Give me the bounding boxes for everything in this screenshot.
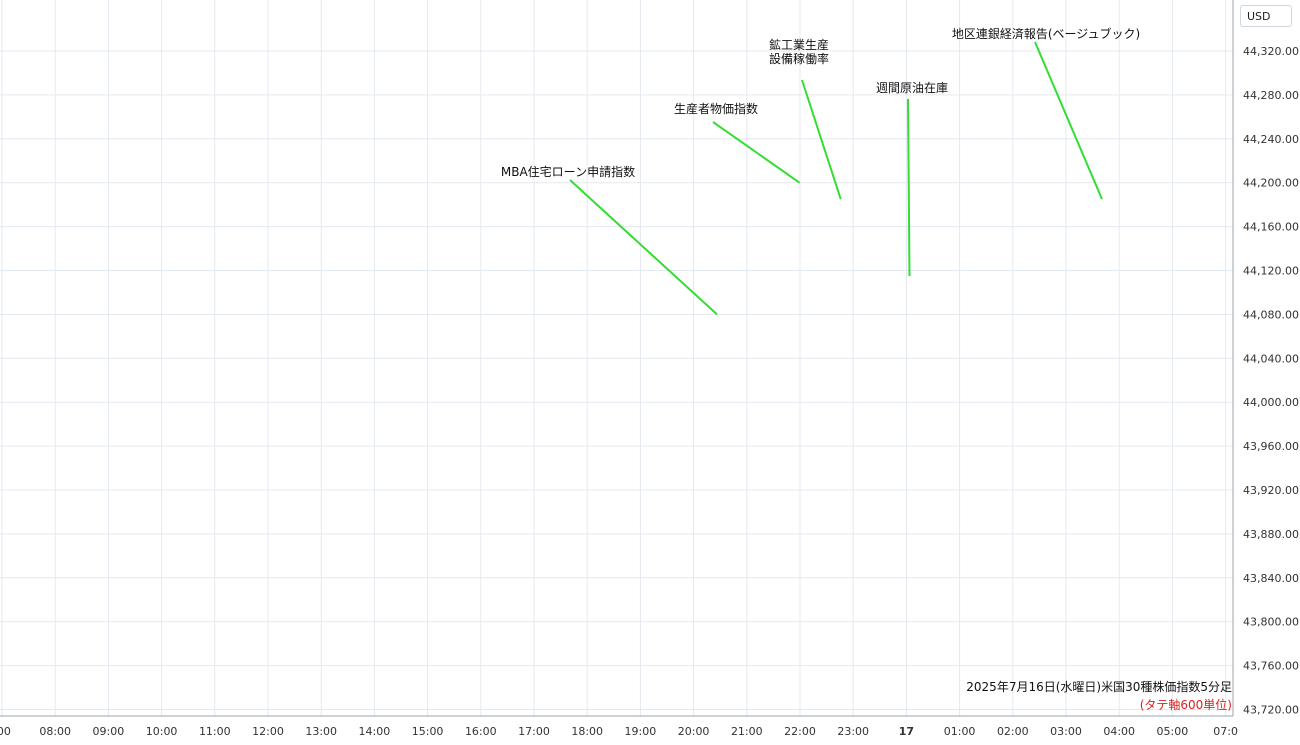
x-tick-label: 03:00 — [1050, 725, 1082, 738]
y-tick-label: 44,240.00 — [1243, 133, 1299, 146]
x-tick-label: 05:00 — [1157, 725, 1189, 738]
x-tick-label: 19:00 — [625, 725, 657, 738]
chart-caption: 2025年7月16日(水曜日)米国30種株価指数5分足 — [966, 680, 1232, 694]
x-tick-label: 15:00 — [412, 725, 444, 738]
x-tick-label: :00 — [0, 725, 11, 738]
annotation-line — [907, 98, 911, 276]
y-tick-label: 43,960.00 — [1243, 440, 1299, 453]
x-tick-label: 20:00 — [678, 725, 710, 738]
y-tick-label: 43,880.00 — [1243, 528, 1299, 541]
x-tick-label: 13:00 — [305, 725, 337, 738]
x-tick-label: 21:00 — [731, 725, 763, 738]
x-tick-label: 17:00 — [518, 725, 550, 738]
x-tick-label: 17 — [899, 725, 914, 738]
axis-unit-note: (タテ軸600単位) — [1139, 698, 1232, 712]
x-tick-label: 16:00 — [465, 725, 497, 738]
x-tick-label: 11:00 — [199, 725, 231, 738]
annotation-line — [1034, 41, 1103, 200]
x-tick-label: 04:00 — [1103, 725, 1135, 738]
annotation-label: 生産者物価指数 — [674, 101, 758, 116]
y-tick-label: 43,800.00 — [1243, 616, 1299, 629]
y-tick-label: 44,160.00 — [1243, 221, 1299, 234]
y-tick-label: 43,840.00 — [1243, 572, 1299, 585]
x-tick-label: 22:00 — [784, 725, 816, 738]
x-tick-label: 02:00 — [997, 725, 1029, 738]
annotation-line — [569, 179, 718, 316]
annotation-label: 鉱工業生産 — [769, 37, 829, 52]
annotation-line — [712, 121, 801, 184]
y-tick-label: 44,120.00 — [1243, 265, 1299, 278]
annotation-label: 設備稼働率 — [769, 51, 829, 66]
x-tick-label: 18:00 — [571, 725, 603, 738]
currency-selector[interactable]: USD — [1240, 5, 1292, 27]
y-tick-label: 44,040.00 — [1243, 352, 1299, 365]
y-tick-label: 43,720.00 — [1243, 704, 1299, 717]
x-tick-label: 01:00 — [944, 725, 976, 738]
x-tick-label: 08:00 — [39, 725, 71, 738]
x-tick-label: 23:00 — [837, 725, 869, 738]
annotation-label: 週間原油在庫 — [876, 81, 948, 95]
annotation-label: 地区連銀経済報告(ベージュブック) — [952, 26, 1140, 41]
y-tick-label: 44,320.00 — [1243, 45, 1299, 58]
x-tick-label: 14:00 — [359, 725, 391, 738]
x-tick-label: 07:0 — [1213, 725, 1238, 738]
y-tick-label: 43,920.00 — [1243, 484, 1299, 497]
y-tick-label: 43,760.00 — [1243, 660, 1299, 673]
y-tick-label: 44,280.00 — [1243, 89, 1299, 102]
y-tick-label: 44,080.00 — [1243, 308, 1299, 321]
x-tick-label: 10:00 — [146, 725, 178, 738]
x-tick-label: 12:00 — [252, 725, 284, 738]
x-tick-label: 09:00 — [93, 725, 125, 738]
y-tick-label: 44,200.00 — [1243, 177, 1299, 190]
annotation-line — [801, 79, 842, 200]
annotation-label: MBA住宅ローン申請指数 — [501, 164, 635, 179]
y-tick-label: 44,000.00 — [1243, 396, 1299, 409]
